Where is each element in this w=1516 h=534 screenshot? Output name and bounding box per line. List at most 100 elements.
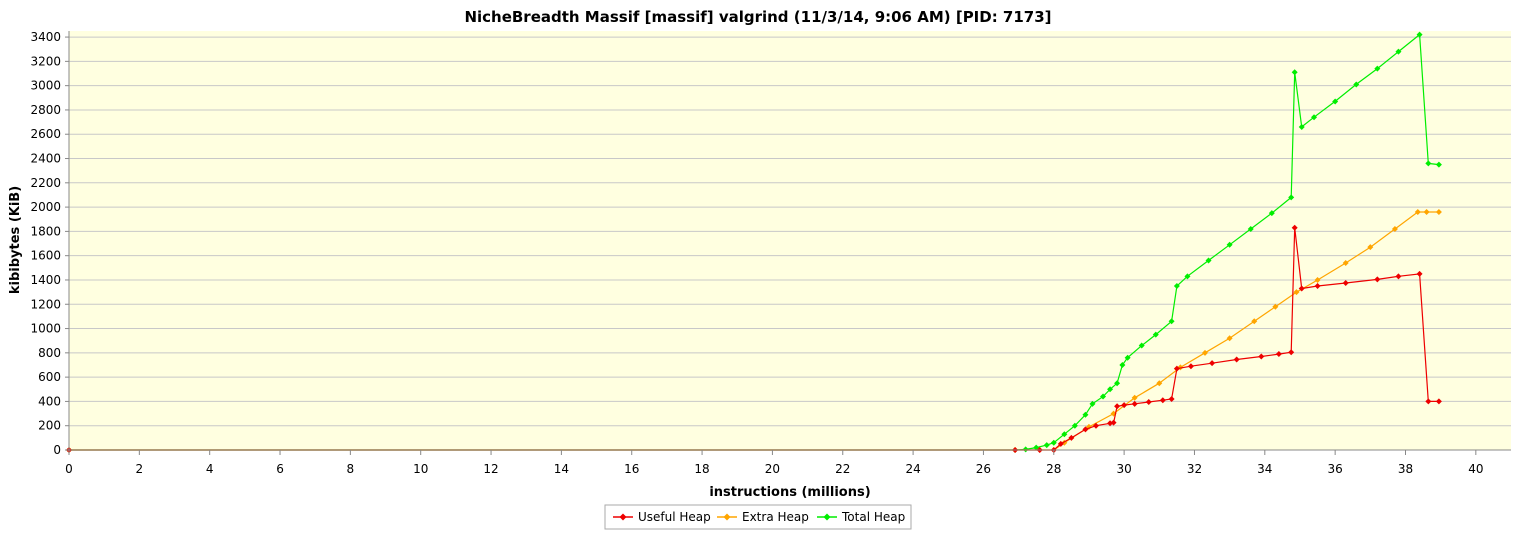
- x-tick-label-32: 32: [1187, 462, 1202, 476]
- data-point-total-heap-19: [1184, 273, 1191, 280]
- y-tick-label-1600: 1600: [30, 249, 61, 263]
- y-tick-label-3200: 3200: [30, 54, 61, 68]
- legend-item-useful-heap: Useful Heap: [613, 510, 711, 524]
- data-point-total-heap-14: [1124, 354, 1131, 361]
- legend-box: [604, 504, 912, 530]
- data-point-total-heap-26: [1298, 123, 1305, 130]
- data-point-extra-heap-8: [1156, 380, 1163, 387]
- data-point-extra-heap-12: [1251, 318, 1258, 325]
- data-point-extra-heap-19: [1414, 208, 1421, 215]
- data-point-useful-heap-20: [1258, 353, 1265, 360]
- legend-marker-useful-heap: [619, 513, 627, 521]
- data-point-total-heap-13: [1119, 361, 1126, 368]
- y-tick-label-1200: 1200: [30, 297, 61, 311]
- data-point-useful-heap-30: [1425, 398, 1432, 405]
- y-tick-label-2000: 2000: [30, 200, 61, 214]
- x-tick-label-34: 34: [1257, 462, 1272, 476]
- data-point-useful-heap-7: [1092, 422, 1099, 429]
- y-tick-label-600: 600: [38, 370, 61, 384]
- data-point-useful-heap-12: [1131, 400, 1138, 407]
- data-point-total-heap-5: [1050, 439, 1057, 446]
- series-line-useful-heap: [69, 227, 1439, 451]
- data-point-extra-heap-11: [1226, 335, 1233, 342]
- legend-label-useful-heap: Useful Heap: [638, 510, 711, 524]
- x-tick-label-20: 20: [765, 462, 780, 476]
- data-point-total-heap-30: [1374, 65, 1381, 72]
- data-point-useful-heap-24: [1298, 285, 1305, 292]
- plot-area: [69, 31, 1511, 450]
- data-point-total-heap-9: [1089, 400, 1096, 407]
- legend: Useful Heap Extra Heap Total Heap: [604, 504, 912, 530]
- data-point-total-heap-6: [1061, 431, 1068, 438]
- x-tick-label-40: 40: [1468, 462, 1483, 476]
- x-tick-label-0: 0: [65, 462, 73, 476]
- data-point-total-heap-23: [1268, 210, 1275, 217]
- data-point-total-heap-22: [1247, 225, 1254, 232]
- data-point-extra-heap-16: [1342, 259, 1349, 266]
- data-point-total-heap-17: [1168, 318, 1175, 325]
- y-tick-label-3400: 3400: [30, 30, 61, 44]
- x-tick-label-18: 18: [694, 462, 709, 476]
- data-point-useful-heap-29: [1416, 270, 1423, 277]
- grid-lines: [69, 36, 1511, 427]
- data-point-useful-heap-18: [1209, 360, 1216, 367]
- x-tick-label-22: 22: [835, 462, 850, 476]
- x-tick-label-24: 24: [905, 462, 920, 476]
- data-point-useful-heap-21: [1275, 351, 1282, 358]
- data-point-total-heap-4: [1043, 442, 1050, 449]
- data-point-extra-heap-20: [1423, 208, 1430, 215]
- y-tick-label-400: 400: [38, 394, 61, 408]
- series-line-extra-heap: [69, 211, 1439, 451]
- x-tick-label-16: 16: [624, 462, 639, 476]
- data-point-total-heap-31: [1395, 48, 1402, 55]
- data-point-extra-heap-13: [1272, 303, 1279, 310]
- data-point-total-heap-29: [1353, 81, 1360, 88]
- axes: [68, 31, 1511, 451]
- data-point-useful-heap-26: [1342, 280, 1349, 287]
- data-point-useful-heap-22: [1288, 349, 1295, 356]
- x-tick-label-26: 26: [976, 462, 991, 476]
- legend-label-total-heap: Total Heap: [841, 510, 905, 524]
- data-point-extra-heap-15: [1314, 276, 1321, 283]
- data-point-useful-heap-4: [1057, 440, 1064, 447]
- data-point-useful-heap-14: [1159, 397, 1166, 404]
- y-tick-label-1000: 1000: [30, 322, 61, 336]
- data-point-total-heap-7: [1071, 422, 1078, 429]
- y-tick-label-200: 200: [38, 419, 61, 433]
- x-tick-label-30: 30: [1116, 462, 1131, 476]
- x-tick-label-2: 2: [136, 462, 144, 476]
- data-point-useful-heap-17: [1187, 363, 1194, 370]
- data-point-total-heap-21: [1226, 241, 1233, 248]
- x-axis-ticks: 0 2 4 6 8 10 12 14 16 18 20 22 24 26 28 30 32 34 36 38 40: [65, 450, 1483, 476]
- y-tick-label-2600: 2600: [30, 127, 61, 141]
- x-tick-label-36: 36: [1328, 462, 1343, 476]
- x-tick-label-8: 8: [347, 462, 355, 476]
- data-point-total-heap-20: [1205, 257, 1212, 264]
- chart-title: NicheBreadth Massif [massif] valgrind (1…: [464, 8, 1051, 26]
- data-point-total-heap-32: [1416, 31, 1423, 38]
- data-point-useful-heap-19: [1233, 356, 1240, 363]
- data-point-useful-heap-11: [1121, 402, 1128, 409]
- y-axis-ticks: 0 200 400 600 800 1000 1200 1400 1600 1800 2000 220…: [30, 30, 69, 457]
- data-point-useful-heap-5: [1068, 434, 1075, 441]
- data-point-total-heap-11: [1107, 386, 1114, 393]
- y-tick-label-1800: 1800: [30, 224, 61, 238]
- x-tick-label-10: 10: [413, 462, 428, 476]
- data-point-total-heap-27: [1311, 114, 1318, 121]
- data-point-total-heap-12: [1114, 380, 1121, 387]
- data-point-total-heap-2: [1022, 446, 1029, 453]
- data-point-useful-heap-15: [1168, 395, 1175, 402]
- data-point-total-heap-25: [1291, 69, 1298, 76]
- data-point-useful-heap-9: [1110, 419, 1117, 426]
- data-point-useful-heap-27: [1374, 276, 1381, 283]
- x-tick-label-14: 14: [554, 462, 569, 476]
- y-tick-label-800: 800: [38, 346, 61, 360]
- data-point-useful-heap-16: [1173, 365, 1180, 372]
- legend-label-extra-heap: Extra Heap: [742, 510, 809, 524]
- y-tick-label-3000: 3000: [30, 79, 61, 93]
- data-point-extra-heap-21: [1435, 208, 1442, 215]
- x-tick-label-28: 28: [1046, 462, 1061, 476]
- legend-item-extra-heap: Extra Heap: [717, 510, 809, 524]
- data-point-useful-heap-23: [1291, 224, 1298, 231]
